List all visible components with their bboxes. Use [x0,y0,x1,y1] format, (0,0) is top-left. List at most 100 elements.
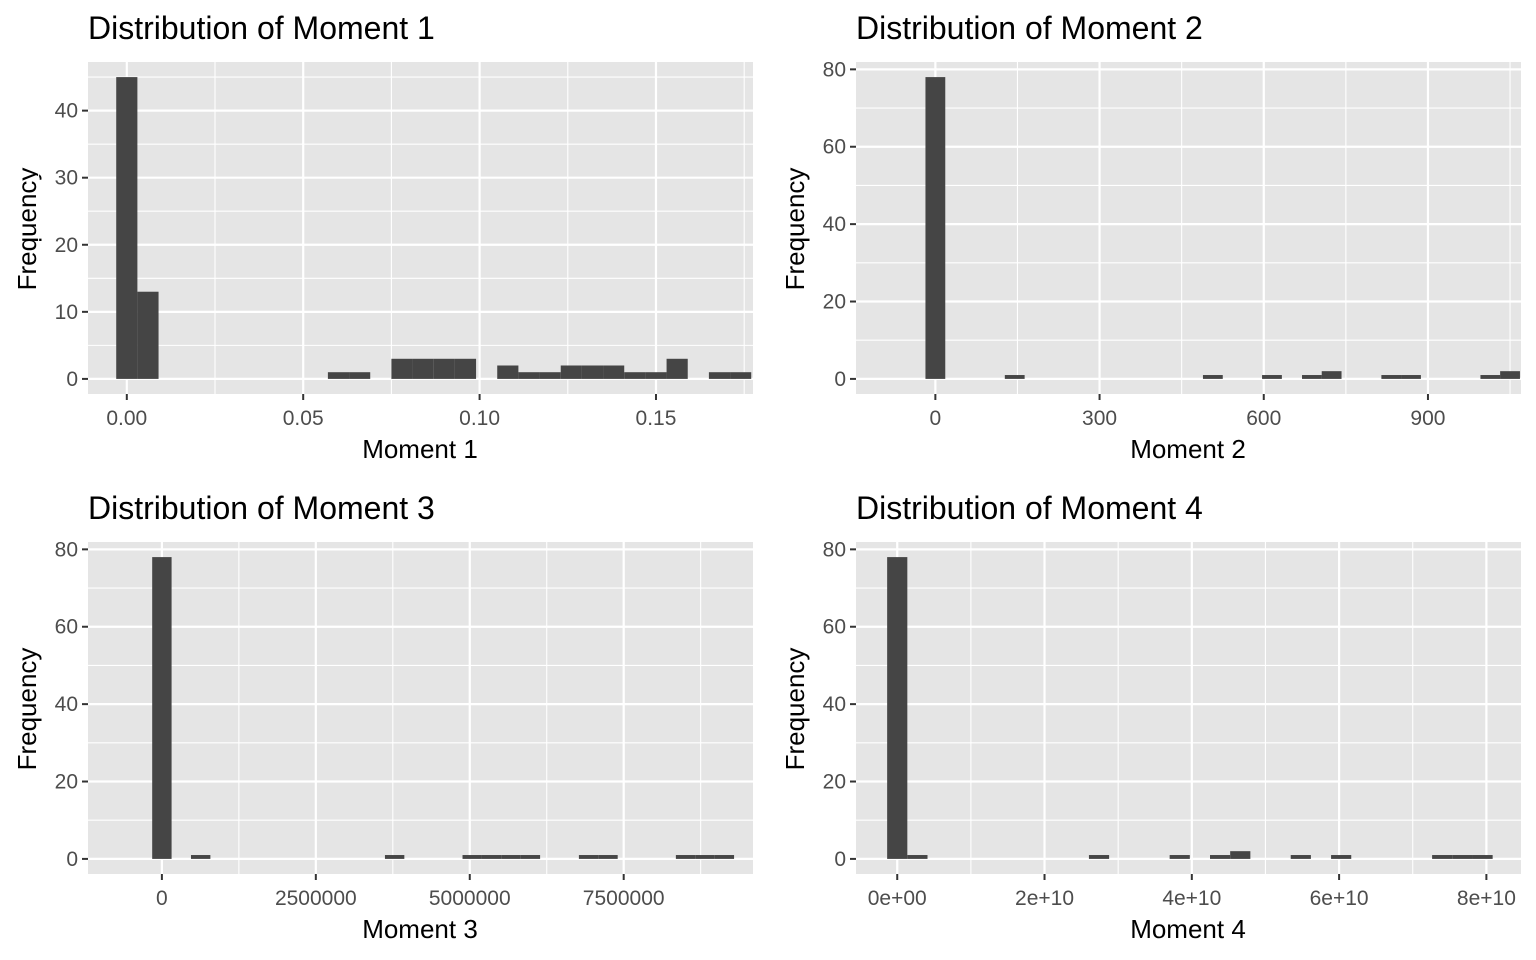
histogram-bar [714,855,735,859]
histogram-bar [666,358,688,379]
y-tick-label: 60 [823,616,846,639]
histogram-bar [887,557,908,859]
x-tick-label: 8e+10 [1457,887,1516,910]
plot-background [856,62,1521,394]
y-axis-title: Frequency [12,168,42,291]
histogram-bar [603,365,625,379]
histogram-bar [708,372,731,379]
y-axis-title: Frequency [12,648,42,771]
chart-title: Distribution of Moment 4 [856,490,1203,526]
y-axis-title: Frequency [780,648,810,771]
histogram-bar [518,372,540,379]
x-tick-label: 600 [1246,407,1281,430]
chart-title: Distribution of Moment 1 [88,10,435,46]
histogram-bar [1331,855,1352,859]
y-tick-label: 40 [823,693,846,716]
y-tick-label: 20 [55,771,78,794]
x-axis-title: Moment 2 [1130,434,1246,464]
histogram-bar [1472,855,1493,859]
y-tick-label: 60 [55,616,78,639]
plot-background [856,542,1521,874]
axes: 0 20 40 60 80 0e+00 2e+10 4e+10 6e+10 8e+10 [823,538,1516,910]
histogram-bar [1262,375,1282,379]
histogram-bar [1230,851,1251,859]
x-tick-label: 4e+10 [1162,887,1221,910]
histogram-bar [645,372,667,379]
histogram-bar [1480,375,1501,379]
histogram-bar [695,855,715,859]
plot-background [88,542,753,874]
histogram-bar [327,372,350,379]
y-tick-label: 40 [823,213,846,236]
chart-title: Distribution of Moment 3 [88,490,435,526]
y-tick-label: 20 [823,771,846,794]
x-tick-label: 900 [1410,407,1445,430]
y-tick-label: 0 [834,848,846,871]
histogram-bar [349,372,371,379]
plot-background [88,62,753,394]
histogram-bar [391,358,413,379]
axes: 0 20 40 60 80 0 300 600 900 [823,58,1446,430]
x-axis-title: Moment 4 [1130,914,1246,944]
x-tick-label: 0 [930,407,942,430]
histogram-bar [481,855,502,859]
histogram-bar [137,291,159,379]
bars [116,77,752,379]
bars [152,557,735,859]
y-tick-label: 10 [55,301,78,324]
x-tick-label: 7500000 [583,887,665,910]
axes: 0 20 40 60 80 0 2500000 5000000 7500000 [55,538,665,910]
histogram-bar [1381,375,1402,379]
chart-title: Distribution of Moment 2 [856,10,1203,46]
y-tick-label: 40 [55,693,78,716]
x-tick-label: 2e+10 [1015,887,1074,910]
x-tick-label: 2500000 [275,887,357,910]
y-tick-label: 20 [823,291,846,314]
histogram-bar [152,557,172,859]
histogram-bar [1290,855,1311,859]
y-tick-label: 20 [55,234,78,257]
bars [887,557,1493,859]
histogram-bar [384,855,405,859]
y-tick-label: 0 [66,368,78,391]
plot-area: 0 20 40 60 80 0 300 600 900 [823,58,1521,430]
histogram-bar [675,855,696,859]
y-axis-title: Frequency [780,168,810,291]
histogram-bar [539,372,561,379]
x-tick-label: 300 [1082,407,1117,430]
histogram-bar [1432,855,1453,859]
histogram-bar [501,855,521,859]
histogram-bar [560,365,582,379]
histogram-bar [433,358,455,379]
histogram-bar [412,358,434,379]
y-tick-label: 0 [66,848,78,871]
histogram-bar [1452,855,1473,859]
histogram-bar [1088,855,1110,859]
histogram-bar [462,855,482,859]
x-tick-label: 0.15 [636,407,677,430]
axes: 0 10 20 30 40 0.00 0.05 0.10 0.15 [55,100,677,430]
x-tick-label: 6e+10 [1310,887,1369,910]
panel-moment-1: Distribution of Moment 1 Moment 1 Freque… [12,10,753,464]
histogram-bar [454,358,477,379]
x-tick-label: 0.00 [106,407,147,430]
gridlines [38,62,753,394]
y-tick-label: 0 [834,368,846,391]
x-axis-title: Moment 1 [362,434,478,464]
histogram-bar [598,855,618,859]
histogram-bar [1401,375,1421,379]
plot-area: 0 10 20 30 40 0.00 0.05 0.10 0.15 [38,62,753,430]
histogram-bar [116,77,138,379]
panel-moment-3: Distribution of Moment 3 Moment 3 Freque… [12,490,753,944]
bars [925,77,1520,379]
histogram-bar [1202,375,1223,379]
y-tick-label: 30 [55,167,78,190]
histogram-bar [497,365,519,379]
plot-area: 0 20 40 60 80 0 2500000 5000000 7500000 [55,538,753,910]
y-tick-label: 80 [55,538,78,561]
x-tick-label: 0 [156,887,168,910]
panel-moment-2: Distribution of Moment 2 Moment 2 Freque… [780,10,1521,464]
y-tick-label: 80 [823,58,846,81]
